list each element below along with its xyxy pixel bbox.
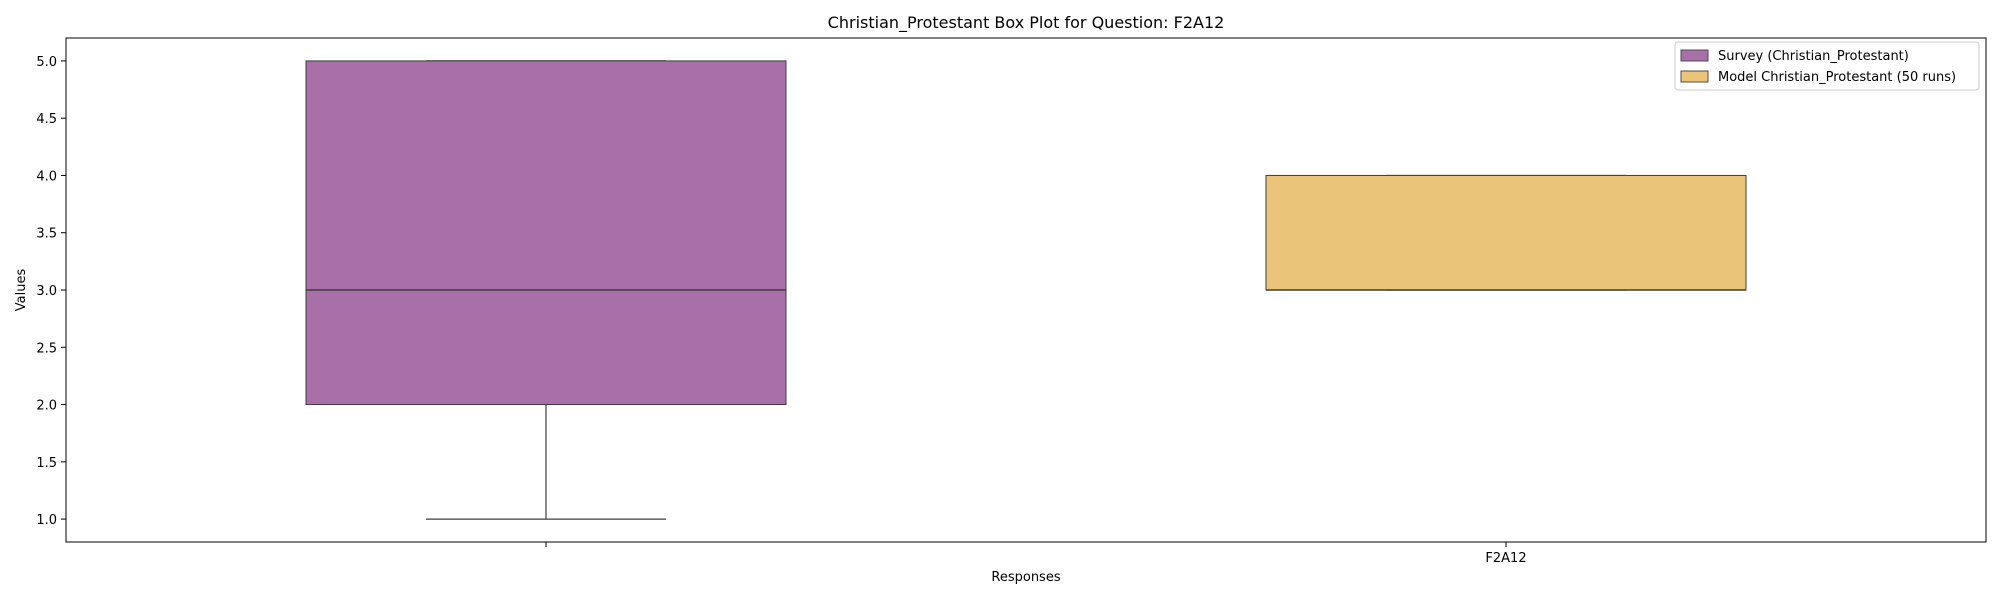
box-model xyxy=(1265,174,1747,291)
y-tick-label: 2.0 xyxy=(36,399,57,414)
y-tick-label: 1.5 xyxy=(36,456,57,471)
legend-frame xyxy=(1674,41,1980,91)
y-tick-label: 4.5 xyxy=(36,112,57,127)
legend-label-model: Model Christian_Protestant (50 runs) xyxy=(1718,70,1956,85)
x-axis-label: Responses xyxy=(991,570,1060,585)
y-tick-label: 4.0 xyxy=(36,169,57,184)
y-tick-label: 3.5 xyxy=(36,227,57,242)
y-tick-label: 5.0 xyxy=(36,55,57,70)
legend-swatch-model xyxy=(1680,70,1709,83)
x-tick-label: F2A12 xyxy=(1485,551,1526,566)
y-axis-label: Values xyxy=(14,269,29,312)
y-tick-label: 1.0 xyxy=(36,513,57,528)
legend-swatch-survey xyxy=(1680,49,1709,62)
y-tick-label: 2.5 xyxy=(36,341,57,356)
legend-label-survey: Survey (Christian_Protestant) xyxy=(1718,49,1909,64)
plot-area: 1.0 1.5 2.0 2.5 3.0 3.5 4.0 4.5 5.0 F2A12 xyxy=(36,37,1987,566)
legend: Survey (Christian_Protestant) Model Chri… xyxy=(1674,41,1980,91)
y-tick-label: 3.0 xyxy=(36,284,57,299)
chart-title: Christian_Protestant Box Plot for Questi… xyxy=(828,13,1225,33)
axes-frame xyxy=(65,37,1987,543)
box-survey xyxy=(305,60,787,406)
